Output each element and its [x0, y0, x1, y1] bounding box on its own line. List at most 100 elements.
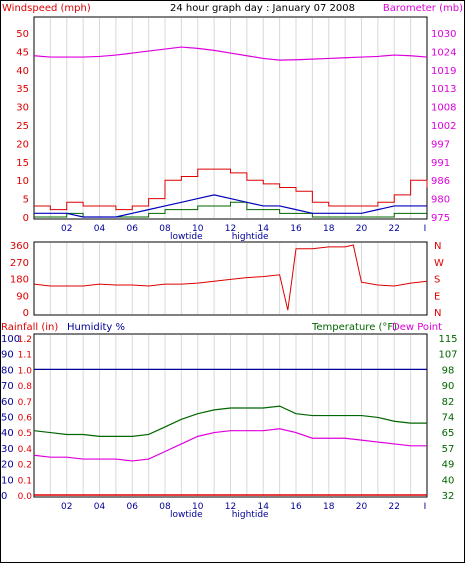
hightide-label: hightide: [232, 232, 269, 242]
temperature-y-tick: 57: [442, 444, 455, 455]
direction-y-tick: 180: [10, 275, 29, 286]
rain-y-tick: 1.1: [18, 351, 32, 361]
x-tick-label: I: [424, 502, 427, 512]
direction-y-tick: 90: [16, 291, 29, 302]
barometer-y-tick: 975: [431, 213, 450, 224]
x-tick-label: 20: [356, 224, 368, 234]
direction-y-tick: 360: [10, 241, 29, 252]
x-tick-label: 04: [94, 224, 106, 234]
compass-tick: N: [434, 241, 441, 252]
humidity-y-tick: 50: [1, 413, 14, 424]
wind-y-tick: 20: [16, 139, 29, 150]
rain-y-tick: 1.2: [18, 335, 32, 345]
temperature-y-tick: 40: [442, 475, 455, 486]
humidity-y-tick: 0: [1, 491, 7, 502]
temperature-y-tick: 107: [438, 350, 457, 361]
wind-y-tick: 45: [16, 47, 29, 58]
barometer-y-tick: 1030: [431, 29, 456, 40]
windspeed-series-line: [34, 168, 428, 211]
graph-title: 24 hour graph day : January 07 2008: [170, 3, 355, 14]
x-tick-label: 22: [389, 224, 400, 234]
x-tick-label: 08: [159, 224, 171, 234]
barometer-axis-label: Barometer (mb): [383, 3, 463, 14]
x-tick-label: 02: [61, 224, 72, 234]
temperature-y-tick: 74: [442, 413, 455, 424]
compass-tick: E: [434, 291, 440, 302]
barometer-y-tick: 991: [431, 158, 450, 169]
x-tick-label: 14: [258, 502, 270, 512]
lowtide-label: lowtide: [170, 232, 203, 242]
compass-tick: S: [434, 275, 440, 286]
x-tick-label: 08: [159, 502, 171, 512]
humidity-y-tick: 10: [1, 475, 14, 486]
rain-y-tick: 0.8: [18, 382, 33, 392]
x-tick-label: 04: [94, 502, 106, 512]
wind-y-tick: 35: [16, 84, 29, 95]
x-tick-label: 14: [258, 224, 270, 234]
temperature-y-tick: 32: [442, 491, 455, 502]
x-tick-label: 10: [192, 224, 204, 234]
wind-panel-frame: [33, 16, 428, 220]
rain-y-tick: 0.4: [18, 445, 33, 455]
x-tick-label: 06: [127, 502, 139, 512]
wind-axis-label: Windspeed (mph): [2, 3, 91, 14]
avg-wind-series-line: [34, 194, 427, 218]
wind-direction-line: [33, 244, 428, 311]
wind-y-tick: 25: [16, 121, 29, 132]
x-tick-label: 06: [127, 224, 139, 234]
temperature-y-tick: 65: [442, 428, 455, 439]
rain-y-tick: 0.2: [18, 461, 32, 471]
rain-y-tick: 0.7: [18, 398, 32, 408]
dewpoint-series-line: [33, 428, 427, 462]
rain-y-tick: 0.6: [18, 414, 33, 424]
compass-tick: N: [434, 308, 441, 319]
temperature-series-line: [33, 405, 427, 437]
barometer-series-line: [33, 46, 428, 61]
lowtide-label: lowtide: [170, 510, 203, 520]
wind-y-tick: 30: [16, 103, 29, 114]
direction-panel-frame: [33, 241, 428, 316]
x-tick-label: 22: [389, 502, 400, 512]
rainfall-axis-label: Rainfall (in): [1, 322, 58, 333]
barometer-y-tick: 986: [431, 176, 450, 187]
rain-y-tick: 0.1: [18, 476, 32, 486]
temperature-y-tick: 90: [442, 381, 455, 392]
barometer-y-tick: 1019: [431, 66, 456, 77]
x-tick-label: 18: [323, 502, 335, 512]
x-tick-label: 12: [225, 502, 236, 512]
rain-y-tick: 0.0: [18, 492, 33, 502]
x-tick-label: 20: [356, 502, 368, 512]
temperature-y-tick: 82: [442, 397, 455, 408]
x-tick-label: 12: [225, 224, 236, 234]
barometer-y-tick: 997: [431, 139, 450, 150]
x-tick-label: 02: [61, 502, 72, 512]
humidity-y-tick: 80: [1, 365, 14, 376]
humidity-y-tick: 20: [1, 460, 14, 471]
temperature-y-tick: 49: [442, 460, 455, 471]
barometer-y-tick: 1024: [431, 47, 456, 58]
humidity-y-tick: 30: [1, 444, 14, 455]
x-tick-label: 18: [323, 224, 335, 234]
wind-y-tick: 40: [16, 66, 29, 77]
temperature-y-tick: 115: [438, 334, 457, 345]
barometer-y-tick: 1008: [431, 103, 456, 114]
x-tick-label: 10: [192, 502, 204, 512]
rain-y-tick: 0.5: [18, 429, 32, 439]
wind-y-tick: 10: [16, 176, 29, 187]
direction-y-tick: 270: [10, 258, 29, 269]
rain-y-tick: 1.0: [18, 366, 33, 376]
temperature-axis-label: Temperature (°F): [311, 322, 397, 333]
humidity-y-tick: 60: [1, 397, 14, 408]
barometer-y-tick: 1013: [431, 84, 456, 95]
humidity-y-tick: 100: [1, 334, 20, 345]
x-tick-label: 16: [290, 502, 302, 512]
x-tick-label: 16: [290, 224, 302, 234]
wind-y-tick: 50: [16, 29, 29, 40]
barometer-y-tick: 980: [431, 195, 450, 206]
direction-y-tick: 0: [23, 308, 29, 319]
humidity-axis-label: Humidity %: [67, 322, 125, 333]
temperature-y-tick: 98: [442, 365, 455, 376]
barometer-y-tick: 1002: [431, 121, 456, 132]
humidity-y-tick: 70: [1, 381, 14, 392]
